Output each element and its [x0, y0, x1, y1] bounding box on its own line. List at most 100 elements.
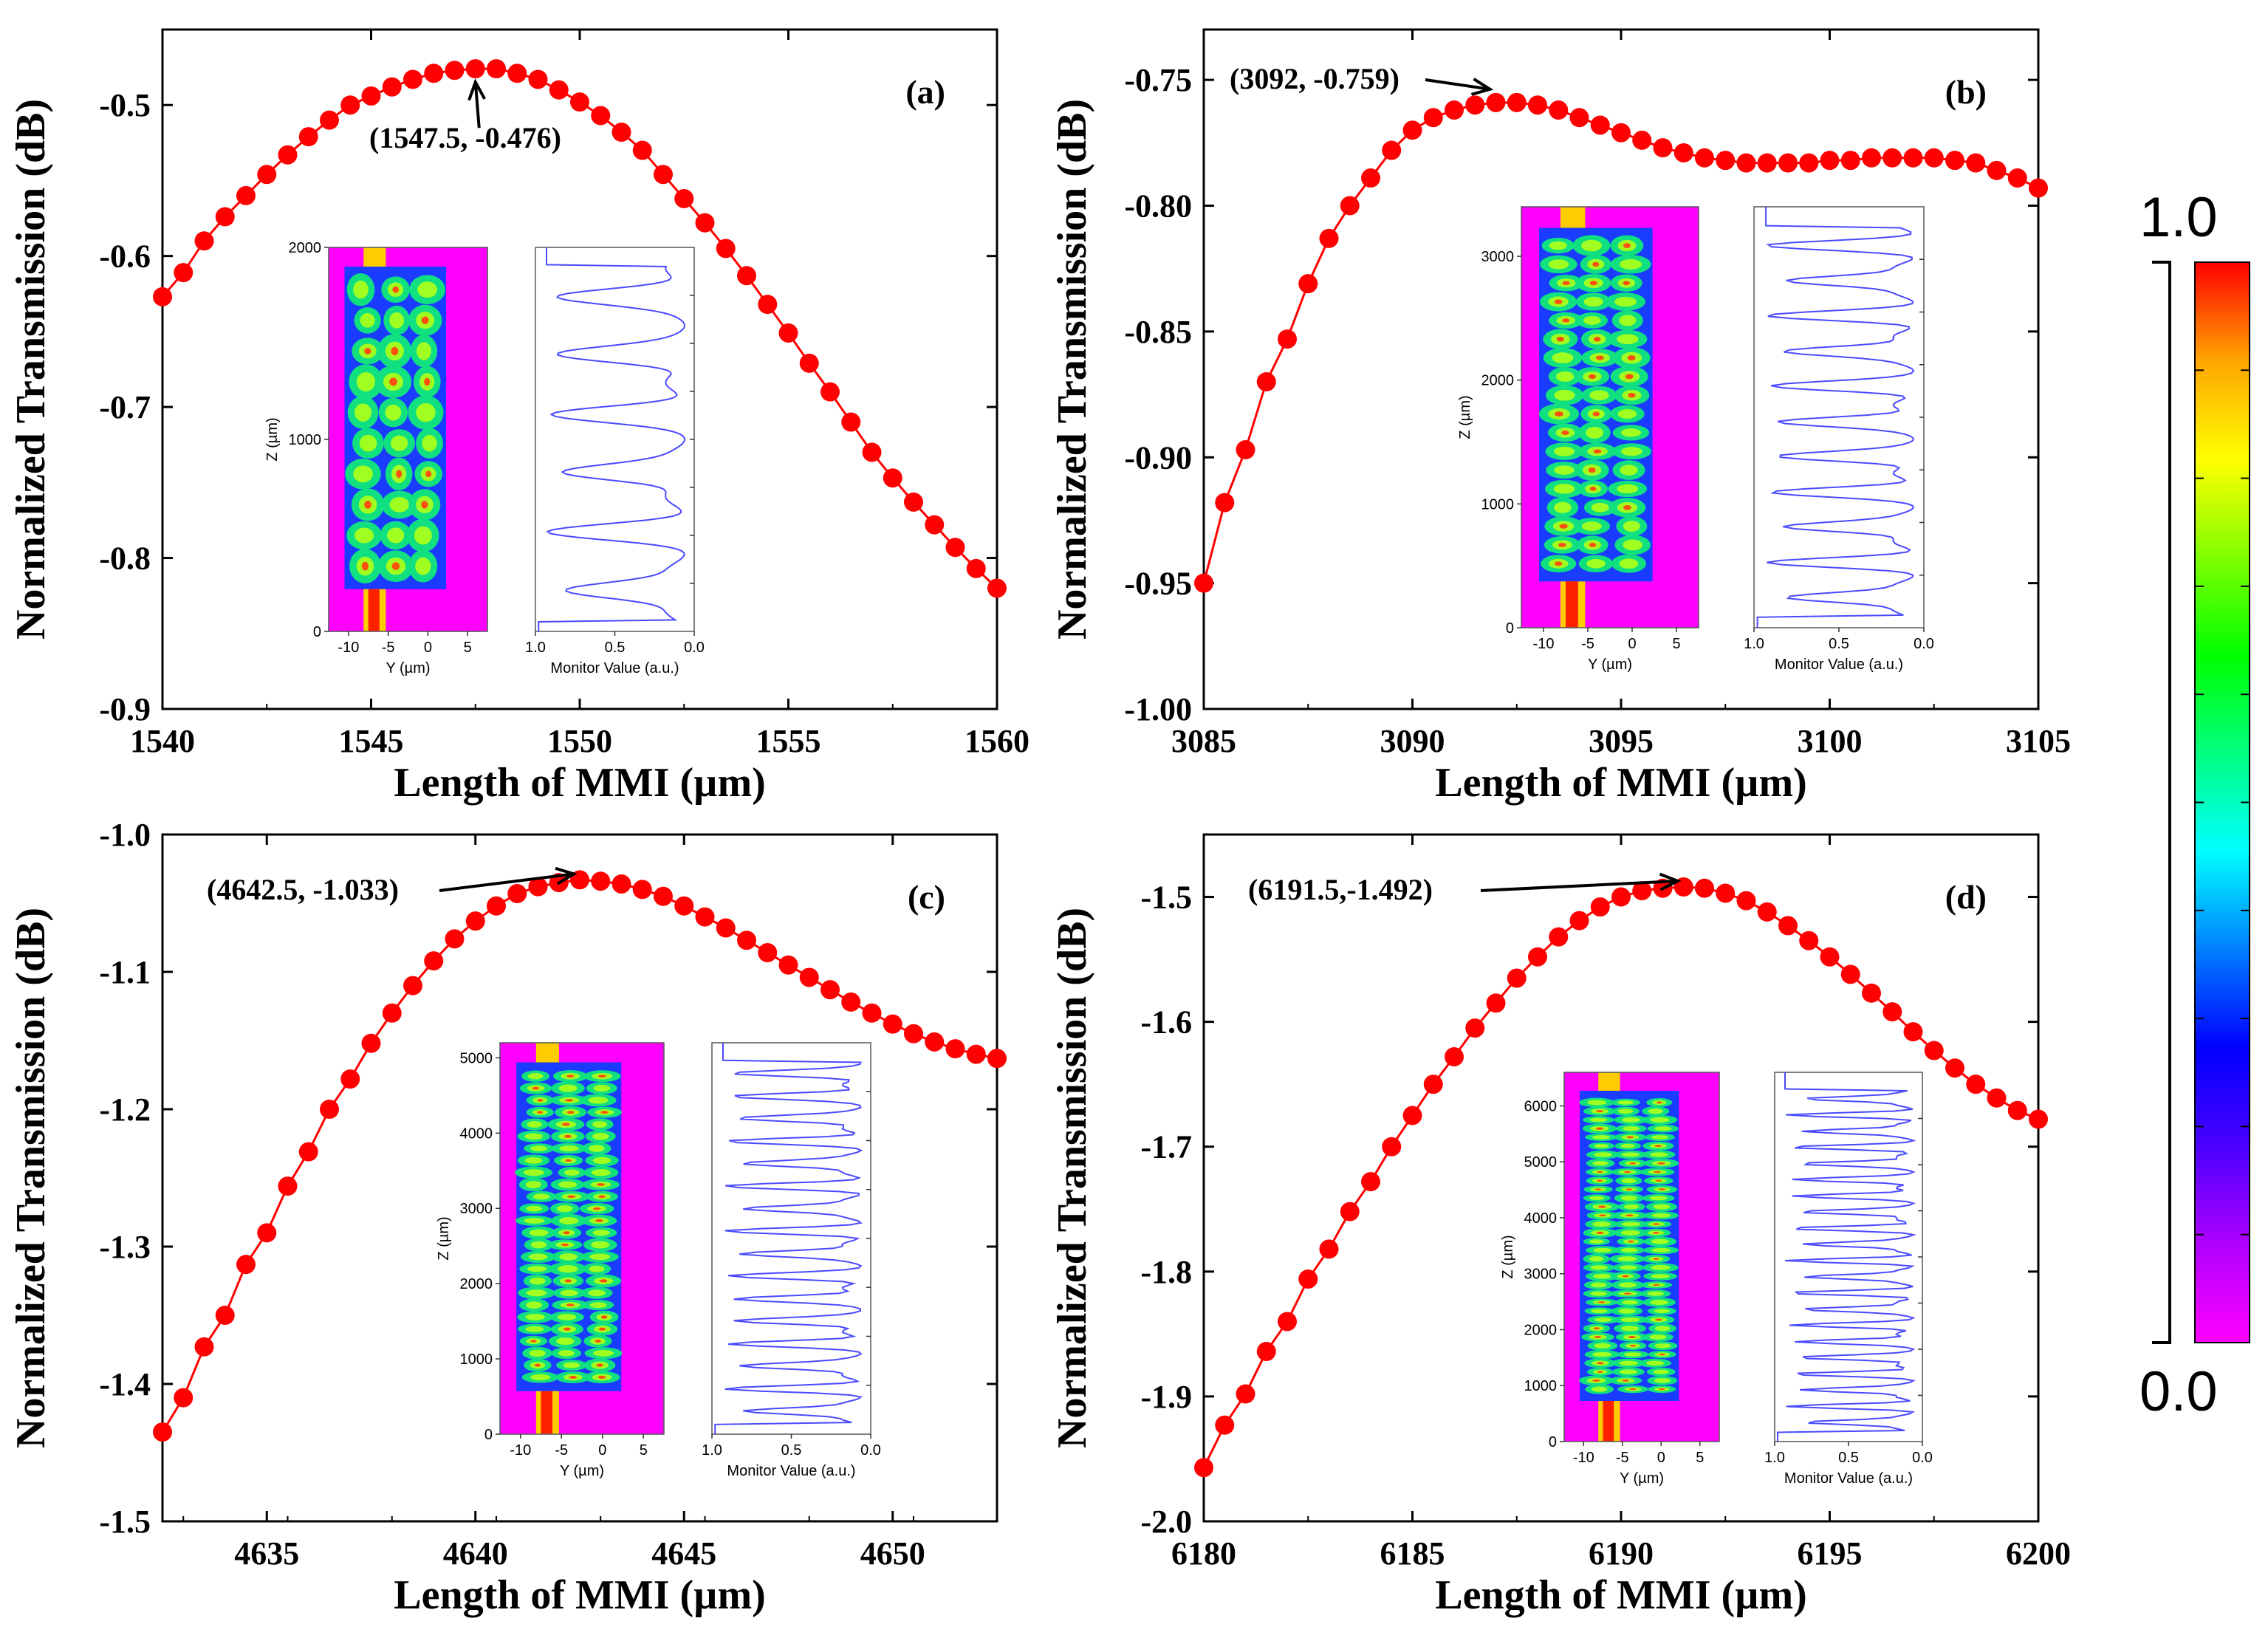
inset: 2000 1000 0 -10 -5 0 5 Y (µm) Z (µm) 1.0 0.5 0.0 Mon… — [264, 240, 705, 676]
data-point — [1194, 573, 1213, 593]
field-lobe-core — [1589, 390, 1609, 401]
field-lobe-core — [1654, 1309, 1670, 1314]
field-lobe-core — [1621, 1178, 1637, 1184]
data-point — [987, 578, 1007, 598]
data-point — [570, 92, 589, 112]
data-point — [1236, 440, 1255, 460]
data-point — [1903, 148, 1923, 168]
data-point — [1256, 372, 1276, 392]
field-lobe-core — [1592, 1135, 1611, 1140]
field-hotspot — [1625, 374, 1634, 380]
map-x-label: Y (µm) — [1620, 1470, 1664, 1487]
y-tick-label: -0.8 — [99, 541, 151, 577]
data-point — [298, 1142, 318, 1162]
input-waveguide-peak — [541, 1391, 553, 1434]
field-lobe-core — [1552, 352, 1574, 363]
field-hotspot — [600, 1111, 609, 1114]
data-point — [1402, 1106, 1422, 1125]
field-hotspot — [597, 1375, 606, 1379]
data-point — [716, 918, 736, 938]
data-point — [1236, 1384, 1255, 1404]
monitor-x-tick-label: 1.0 — [1764, 1450, 1785, 1466]
monitor-trace — [1756, 207, 1915, 628]
data-point — [654, 886, 673, 906]
field-lobe-core — [1617, 334, 1639, 345]
field-hotspot — [599, 1279, 608, 1283]
field-lobe-core — [1554, 446, 1575, 456]
field-map-frame — [1563, 1072, 1720, 1442]
annotation-arrow-line — [473, 81, 481, 128]
field-lobe-core — [1553, 484, 1575, 494]
map-x-tick-label: 5 — [1672, 636, 1680, 652]
map-y-label: Z (µm) — [264, 417, 281, 461]
field-lobe-core — [1620, 1265, 1637, 1270]
field-lobe-core — [1654, 1326, 1671, 1332]
panel-label: (b) — [1945, 73, 1987, 111]
x-tick-label: 4645 — [651, 1535, 716, 1572]
field-lobe-core — [557, 1265, 578, 1273]
field-hotspot — [1629, 1162, 1637, 1165]
panel-label: (c) — [908, 878, 945, 916]
field-lobe-core — [526, 1301, 543, 1309]
field-hotspot — [1628, 392, 1636, 398]
data-point — [424, 951, 444, 971]
data-point — [1778, 916, 1798, 936]
data-point — [695, 907, 715, 927]
monitor-x-tick-label: 0.5 — [1838, 1450, 1859, 1466]
field-hotspot — [1593, 1327, 1600, 1330]
y-tick-label: -1.5 — [99, 1504, 151, 1540]
field-hotspot — [566, 1111, 575, 1114]
field-lobe-core — [528, 1253, 548, 1261]
chart-panel-a: 1540 1545 1550 1555 1560 -0.9 -0.8 -0.7 -0.6 -0.5… — [8, 28, 1029, 806]
field-hotspot — [1592, 261, 1600, 267]
field-hotspot — [561, 1123, 570, 1126]
y-tick-label: -1.4 — [99, 1366, 151, 1402]
annotation-arrow-line — [1425, 78, 1490, 91]
field-hotspot — [1657, 1162, 1665, 1165]
y-tick-label: -0.6 — [99, 239, 151, 275]
data-point — [632, 880, 652, 899]
map-y-tick-label: 0 — [1506, 620, 1514, 637]
field-hotspot — [1555, 411, 1563, 417]
field-hotspot — [596, 1363, 603, 1367]
field-lobe-core — [422, 434, 437, 452]
data-point — [298, 127, 318, 147]
field-lobe-core — [1622, 1300, 1638, 1305]
map-x-tick-label: 5 — [640, 1442, 648, 1459]
x-tick-label: 6200 — [2006, 1535, 2071, 1572]
field-lobe-core — [1594, 1143, 1609, 1148]
field-lobe-core — [523, 1169, 544, 1176]
data-point — [507, 64, 527, 83]
data-point — [1757, 902, 1777, 922]
peak-annotation: (6191.5,-1.492) — [1248, 873, 1433, 906]
field-hotspot — [1554, 299, 1563, 304]
field-lobe-core — [557, 1314, 577, 1320]
field-lobe-core — [1548, 259, 1569, 270]
data-point — [1278, 329, 1297, 349]
y-tick-label: -1.3 — [99, 1229, 151, 1265]
field-hotspot — [364, 500, 371, 509]
field-lobe-core — [1619, 1360, 1638, 1366]
map-x-tick-label: 0 — [598, 1442, 606, 1459]
field-lobe-core — [1654, 1126, 1672, 1131]
field-lobe-core — [589, 1302, 607, 1308]
field-lobe-core — [389, 312, 405, 329]
field-hotspot — [1656, 1101, 1662, 1104]
field-lobe-core — [1554, 501, 1572, 513]
x-tick-label: 4640 — [443, 1535, 508, 1572]
field-lobe-core — [559, 1145, 579, 1152]
data-point — [361, 86, 381, 106]
data-point — [716, 239, 736, 258]
field-hotspot — [1596, 1231, 1604, 1234]
field-lobe-core — [414, 526, 432, 545]
data-point — [820, 980, 840, 1000]
field-lobe-core — [556, 1337, 575, 1346]
data-point — [799, 353, 819, 373]
field-hotspot — [1559, 524, 1568, 529]
x-axis-label: Length of MMI (µm) — [394, 760, 766, 806]
data-point — [591, 106, 611, 126]
field-lobe-core — [1653, 1204, 1671, 1210]
monitor-trace — [538, 247, 686, 631]
data-point — [174, 1388, 193, 1408]
